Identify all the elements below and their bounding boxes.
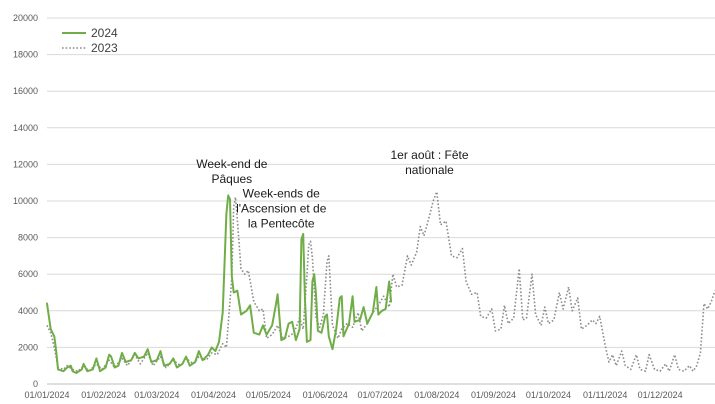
x-tick-label: 01/01/2024 <box>24 390 69 400</box>
x-tick-label: 01/09/2024 <box>471 390 516 400</box>
annotation-label: Week-ends de l'Ascension et de la Pentecôt… <box>236 186 327 230</box>
y-tick-label: 12000 <box>13 159 38 169</box>
y-tick-label: 8000 <box>18 233 38 243</box>
x-axis-tick-labels: 01/01/2024 01/02/2024 01/03/2024 01/04/2024… <box>24 390 682 400</box>
series-line-2024 <box>46 194 393 374</box>
annotation-line: 1er août : Fête <box>390 148 468 162</box>
y-tick-label: 14000 <box>13 123 38 133</box>
annotation-line: la Pentecôte <box>248 216 315 230</box>
annotation-line: l'Ascension et de <box>236 201 327 215</box>
y-axis-tick-labels: 0 2000 4000 6000 8000 10000 12000 14000 16000 180… <box>13 13 38 389</box>
annotation-line: Pâques <box>211 172 252 186</box>
y-tick-label: 2000 <box>18 342 38 352</box>
x-tick-label: 01/11/2024 <box>583 390 627 400</box>
x-tick-label: 01/07/2024 <box>358 390 403 400</box>
annotation-line: Week-end de <box>196 157 267 171</box>
x-tick-label: 01/06/2024 <box>303 390 348 400</box>
annotation-label: Week-end de Pâques <box>196 157 267 186</box>
legend-label-2023: 2023 <box>91 41 118 55</box>
x-tick-label: 01/10/2024 <box>526 390 571 400</box>
gridlines <box>47 17 715 385</box>
x-tick-label: 01/08/2024 <box>414 390 459 400</box>
x-tick-label: 01/12/2024 <box>638 390 683 400</box>
y-tick-label: 20000 <box>13 13 38 23</box>
x-tick-label: 01/04/2024 <box>191 390 236 400</box>
legend: 2024 2023 <box>62 26 118 55</box>
y-tick-label: 16000 <box>13 86 38 96</box>
y-tick-label: 0 <box>33 379 38 389</box>
annotation-line: Week-ends de <box>243 186 320 200</box>
y-tick-label: 4000 <box>18 306 38 316</box>
y-tick-label: 6000 <box>18 269 38 279</box>
x-tick-label: 01/03/2024 <box>134 390 179 400</box>
legend-label-2024: 2024 <box>91 26 118 40</box>
series-line-2023 <box>46 191 715 373</box>
y-tick-label: 10000 <box>13 196 38 206</box>
x-tick-label: 01/05/2024 <box>246 390 291 400</box>
annotation-label: 1er août : Fête nationale <box>390 148 468 177</box>
x-tick-label: 01/02/2024 <box>81 390 126 400</box>
y-tick-label: 18000 <box>13 50 38 60</box>
series-lines <box>46 191 715 374</box>
annotation-line: nationale <box>405 163 454 177</box>
